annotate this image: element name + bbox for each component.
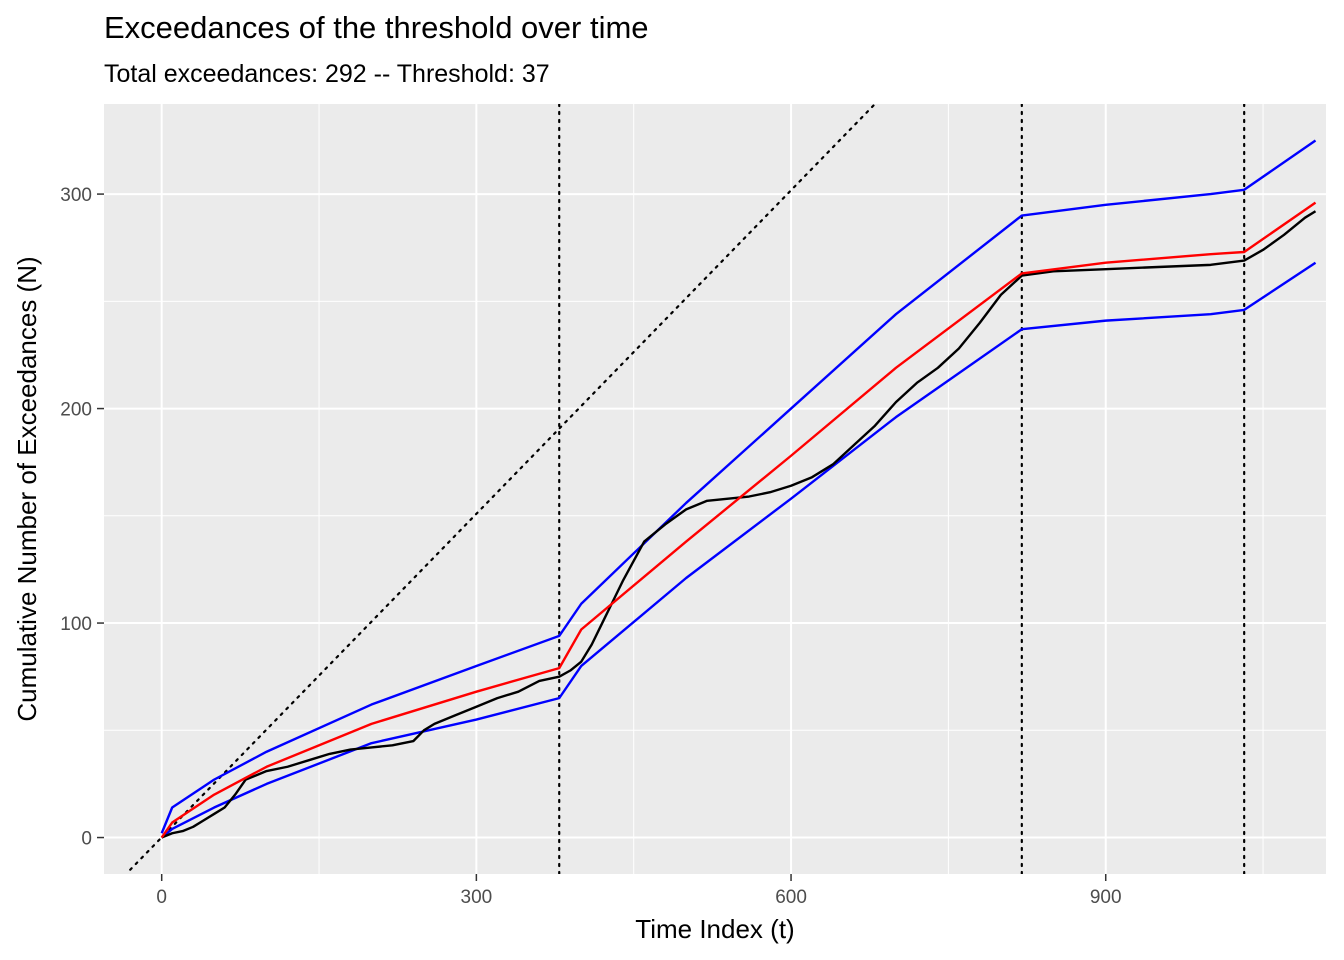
chart-marks xyxy=(129,104,1317,874)
expected-series-line xyxy=(160,201,1317,839)
x-tick-label: 900 xyxy=(1090,887,1122,908)
observed-series-line xyxy=(161,210,1317,839)
y-axis-title: Cumulative Number of Exceedances (N) xyxy=(12,256,42,721)
chart-title: Exceedances of the threshold over time xyxy=(104,10,649,45)
major-grid xyxy=(104,104,1326,874)
x-tick-label: 300 xyxy=(461,887,493,908)
x-axis-title: Time Index (t) xyxy=(635,914,794,944)
chart-axes: 0 300 600 900 0 100 200 300 xyxy=(60,185,1121,908)
y-tick-label: 100 xyxy=(60,614,92,635)
lower-bound-series-line xyxy=(160,261,1317,839)
chart-subtitle: Total exceedances: 292 -- Threshold: 37 xyxy=(104,60,550,88)
y-tick-label: 200 xyxy=(60,400,92,421)
upper-bound-series-line xyxy=(160,139,1317,834)
x-tick-label: 600 xyxy=(775,887,807,908)
y-tick-label: 0 xyxy=(81,829,92,850)
y-tick-label: 300 xyxy=(60,185,92,206)
x-tick-label: 0 xyxy=(156,887,167,908)
reference-line xyxy=(129,104,877,871)
plot-panel xyxy=(104,104,1326,874)
